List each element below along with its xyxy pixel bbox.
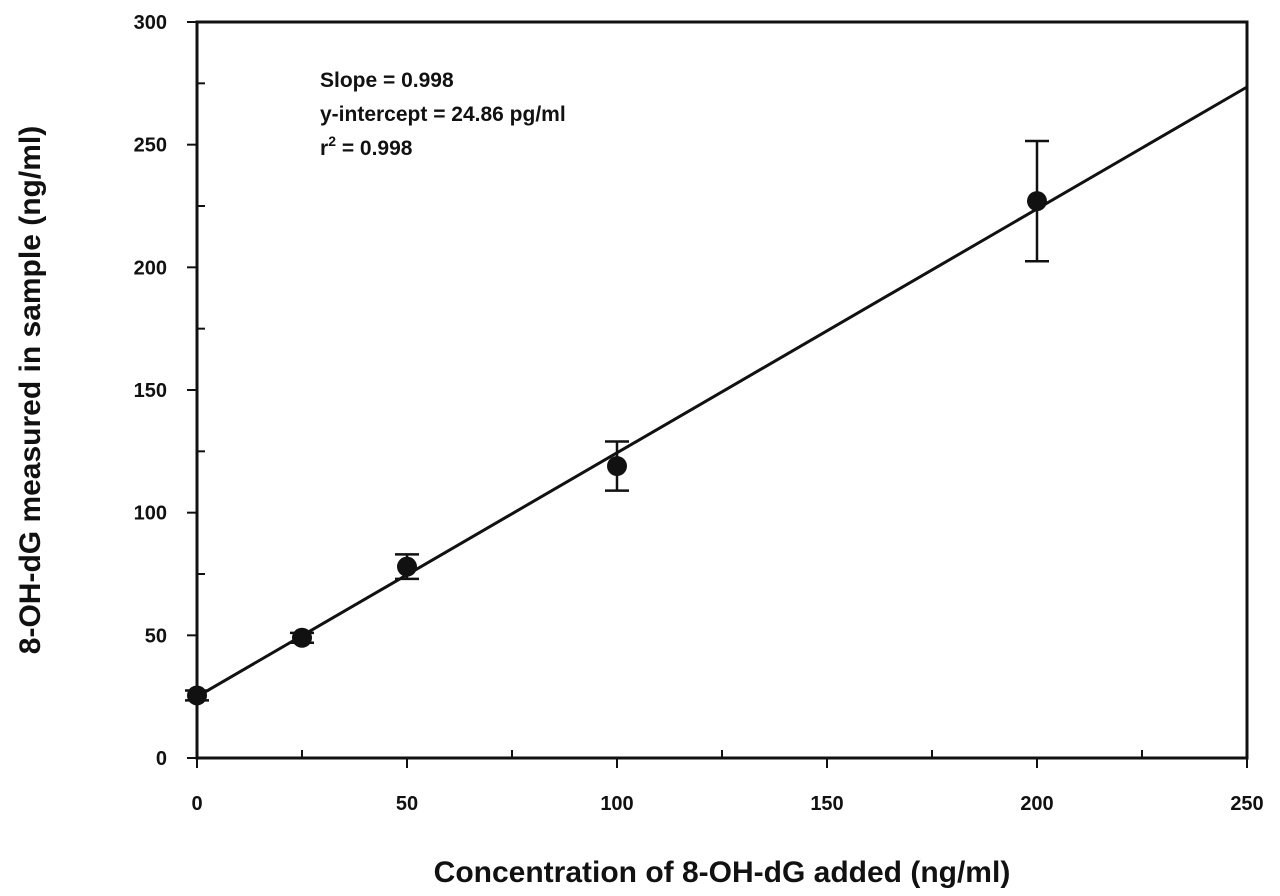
r-squared-prefix: r xyxy=(320,137,328,160)
x-tick-label: 250 xyxy=(1230,793,1263,815)
intercept-annotation: y-intercept = 24.86 pg/ml xyxy=(320,103,566,126)
x-tick-label: 150 xyxy=(810,793,843,815)
slope-annotation: Slope = 0.998 xyxy=(320,69,454,92)
x-tick-label: 0 xyxy=(191,793,202,815)
y-tick-label: 200 xyxy=(134,257,167,279)
axis-ticks: 0 50 100 150 200 250 300 0 50 100 150 200 250 xyxy=(134,12,1264,815)
r-squared-annotation: r2 = 0.998 xyxy=(320,133,413,160)
plot-border xyxy=(195,20,1249,760)
data-point xyxy=(292,627,312,648)
y-tick-label: 50 xyxy=(145,625,167,647)
fit-line xyxy=(196,85,1248,698)
y-tick-label: 100 xyxy=(134,503,167,525)
fit-line-group xyxy=(196,85,1248,698)
data-point xyxy=(397,556,417,577)
data-point xyxy=(1027,191,1047,212)
data-points xyxy=(185,139,1049,706)
y-tick-label: 250 xyxy=(134,135,167,157)
y-tick-label: 0 xyxy=(156,748,167,770)
x-tick-label: 100 xyxy=(600,793,633,815)
y-tick-label: 300 xyxy=(134,12,167,34)
data-point xyxy=(187,685,207,706)
data-point xyxy=(607,456,627,477)
x-axis-title: Concentration of 8-OH-dG added (ng/ml) xyxy=(434,856,1011,889)
r-squared-superscript: 2 xyxy=(328,133,336,149)
plot-frame xyxy=(195,20,1249,760)
y-axis-title: 8-OH-dG measured in sample (ng/ml) xyxy=(14,126,47,654)
annotation-block: Slope = 0.998 y-intercept = 24.86 pg/ml … xyxy=(320,69,566,160)
r-squared-suffix: = 0.998 xyxy=(336,137,413,160)
y-tick-label: 150 xyxy=(134,380,167,402)
x-tick-label: 200 xyxy=(1020,793,1053,815)
x-tick-label: 50 xyxy=(396,793,418,815)
